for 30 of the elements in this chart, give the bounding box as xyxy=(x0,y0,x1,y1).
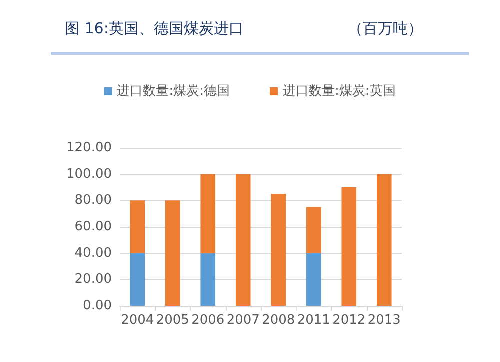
chart-subtitle: （百万吨） xyxy=(348,20,423,38)
x-tick-label: 2012 xyxy=(332,313,366,328)
bar xyxy=(306,207,322,254)
bar xyxy=(306,253,322,306)
bar xyxy=(342,188,357,306)
bar xyxy=(200,253,216,306)
chart-title: 图 16:英国、德国煤炭进口 xyxy=(65,20,244,38)
x-tick-label: 2005 xyxy=(156,313,190,328)
y-tick-label: 60.00 xyxy=(74,220,112,234)
bar xyxy=(200,174,216,254)
x-tick-label: 2013 xyxy=(368,313,401,328)
x-tick-label: 2011 xyxy=(297,313,330,328)
y-tick-label: 20.00 xyxy=(74,272,112,288)
y-tick-label: 40.00 xyxy=(74,246,112,261)
bar xyxy=(271,194,286,306)
x-tick-label: 2004 xyxy=(121,313,154,328)
y-tick-label: 120.00 xyxy=(66,140,112,156)
y-tick-label: 100.00 xyxy=(66,166,112,182)
bar xyxy=(376,174,392,306)
legend-label: 进口数量:煤炭:英国 xyxy=(283,84,396,99)
bar xyxy=(130,253,146,306)
y-tick-label: 0.00 xyxy=(83,298,112,314)
bar xyxy=(130,200,146,254)
x-tick-label: 2006 xyxy=(192,313,225,328)
x-tick-label: 2007 xyxy=(226,313,260,328)
bar xyxy=(165,200,180,306)
legend-label: 进口数量:煤炭:德国 xyxy=(117,84,230,99)
x-tick-label: 2008 xyxy=(262,313,296,328)
bar xyxy=(236,174,251,306)
y-tick-label: 80.00 xyxy=(74,193,112,208)
